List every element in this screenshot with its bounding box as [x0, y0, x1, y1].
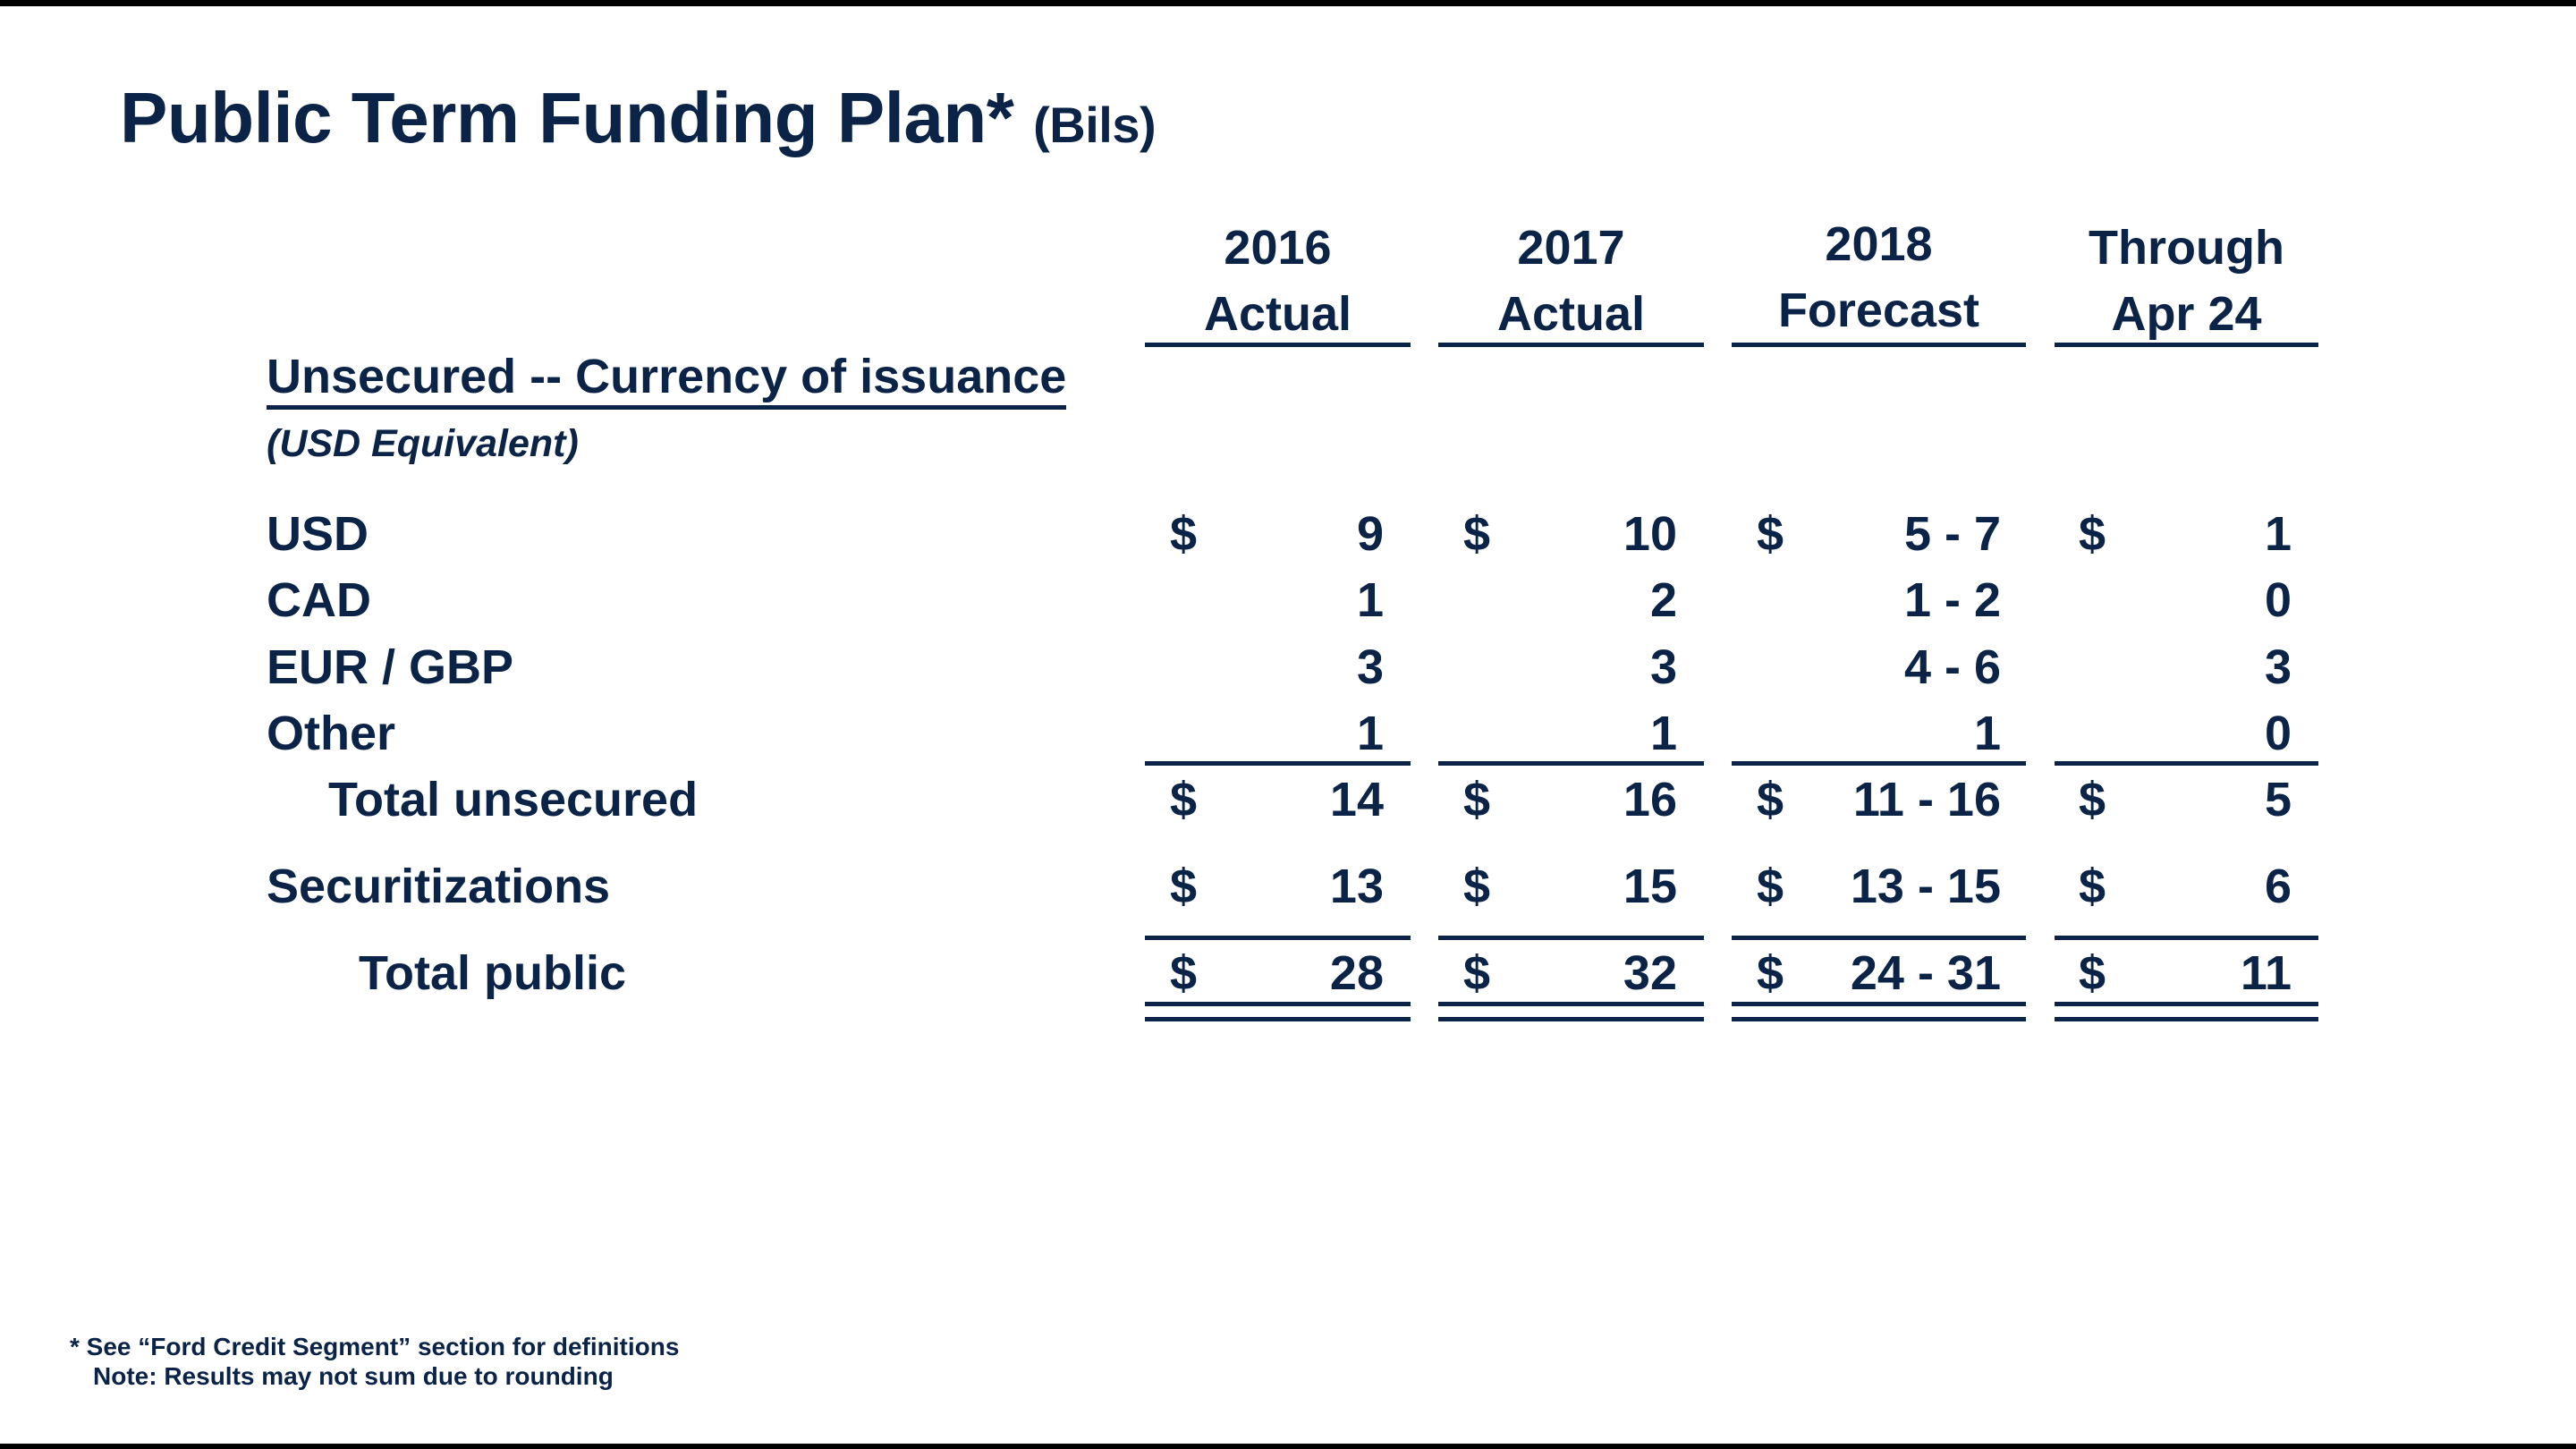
- row-label-eur-gbp: EUR / GBP: [267, 640, 514, 694]
- row-label-usd: USD: [267, 507, 369, 561]
- double-rule-top: [2055, 1002, 2318, 1006]
- table-cell: 10: [1623, 507, 1677, 561]
- column-header-line2: Apr 24: [2111, 287, 2262, 341]
- table-cell: 15: [1623, 860, 1677, 913]
- dollar-sign: $: [2079, 946, 2106, 1000]
- bottom-frame-bar: [0, 1444, 2576, 1449]
- column-header-line2: Actual: [1203, 287, 1352, 341]
- dollar-sign: $: [1170, 507, 1198, 561]
- table-cell: 1: [1356, 573, 1384, 627]
- total-rule: [2055, 936, 2318, 940]
- header-underline: [1732, 343, 2026, 347]
- table-cell: 11: [2240, 946, 2292, 1000]
- table-cell: 5 - 7: [1903, 507, 2001, 561]
- dollar-sign: $: [1170, 946, 1198, 1000]
- table-cell: 9: [1356, 507, 1384, 561]
- title-text: Public Term Funding Plan*: [120, 78, 1014, 157]
- section-heading: Unsecured -- Currency of issuance: [267, 349, 1067, 410]
- double-rule-top: [1732, 1002, 2026, 1006]
- dollar-sign: $: [1170, 773, 1198, 826]
- header-underline: [1145, 343, 1411, 347]
- dollar-sign: $: [1757, 946, 1784, 1000]
- table-cell: 28: [1329, 946, 1384, 1000]
- total-rule: [1438, 936, 1704, 940]
- table-cell: 13 - 15: [1850, 860, 2001, 913]
- section-heading-text: Unsecured -- Currency of issuance: [267, 350, 1067, 410]
- table-cell: 13: [1329, 860, 1384, 913]
- dollar-sign: $: [1170, 860, 1198, 913]
- table-cell: 1 - 2: [1903, 573, 2001, 627]
- footnote-definitions: * See “Ford Credit Segment” section for …: [70, 1333, 680, 1360]
- dollar-sign: $: [1463, 507, 1491, 561]
- double-rule-bottom: [1145, 1017, 1411, 1021]
- subtotal-rule: [1145, 761, 1411, 766]
- total-rule: [1732, 936, 2026, 940]
- column-header-through: Through Apr 24: [2055, 215, 2318, 347]
- column-header-line2: Forecast: [1777, 284, 1980, 337]
- table-cell: 6: [2264, 860, 2292, 913]
- dollar-sign: $: [2079, 773, 2106, 826]
- row-label-cad: CAD: [267, 573, 371, 627]
- table-cell: 11 - 16: [1852, 773, 2001, 826]
- double-rule-top: [1145, 1002, 1411, 1006]
- dollar-sign: $: [1463, 773, 1491, 826]
- table-cell: 3: [1356, 640, 1384, 694]
- column-header-line1: 2016: [1224, 221, 1332, 275]
- dollar-sign: $: [1463, 946, 1491, 1000]
- column-header-line2: Actual: [1496, 287, 1646, 341]
- dollar-sign: $: [2079, 507, 2106, 561]
- table-cell: 5: [2264, 773, 2292, 826]
- dollar-sign: $: [1463, 860, 1491, 913]
- table-cell: 3: [2264, 640, 2292, 694]
- table-cell: 1: [2264, 507, 2292, 561]
- table-cell: 14: [1329, 773, 1384, 826]
- double-rule-bottom: [1438, 1017, 1704, 1021]
- table-cell: 1: [1356, 707, 1384, 760]
- subtotal-rule: [1732, 761, 2026, 766]
- title-unit: (Bils): [1033, 97, 1157, 153]
- table-cell: 4 - 6: [1903, 640, 2001, 694]
- subtotal-rule: [1438, 761, 1704, 766]
- header-underline: [2055, 343, 2318, 347]
- table-cell: 32: [1623, 946, 1677, 1000]
- column-header-line1: 2018: [1825, 217, 1933, 271]
- table-cell: 3: [1649, 640, 1677, 694]
- section-subheading: (USD Equivalent): [267, 422, 579, 465]
- column-header-2018: 2018 Forecast: [1732, 211, 2026, 343]
- column-header-2017: 2017 Actual: [1438, 215, 1704, 347]
- dollar-sign: $: [1757, 773, 1784, 826]
- dollar-sign: $: [1757, 860, 1784, 913]
- subtotal-rule: [2055, 761, 2318, 766]
- table-cell: 24 - 31: [1850, 946, 2001, 1000]
- row-label-total-public: Total public: [359, 946, 626, 1000]
- table-cell: 16: [1623, 773, 1677, 826]
- double-rule-bottom: [1732, 1017, 2026, 1021]
- page-title: Public Term Funding Plan* (Bils): [120, 77, 1157, 159]
- table-cell: 0: [2264, 573, 2292, 627]
- row-label-total-unsecured: Total unsecured: [328, 773, 699, 826]
- double-rule-top: [1438, 1002, 1704, 1006]
- total-rule: [1145, 936, 1411, 940]
- column-header-2016: 2016 Actual: [1145, 215, 1411, 347]
- dollar-sign: $: [1757, 507, 1784, 561]
- column-header-line1: Through: [2089, 221, 2284, 275]
- dollar-sign: $: [2079, 860, 2106, 913]
- row-label-other: Other: [267, 707, 396, 760]
- table-cell: 1: [1973, 707, 2001, 760]
- table-cell: 1: [1649, 707, 1677, 760]
- row-label-securitizations: Securitizations: [267, 860, 611, 913]
- footnote-rounding: Note: Results may not sum due to roundin…: [93, 1362, 614, 1390]
- header-underline: [1438, 343, 1704, 347]
- column-header-line1: 2017: [1517, 221, 1625, 275]
- table-cell: 0: [2264, 707, 2292, 760]
- top-frame-bar: [0, 0, 2576, 6]
- double-rule-bottom: [2055, 1017, 2318, 1021]
- table-cell: 2: [1649, 573, 1677, 627]
